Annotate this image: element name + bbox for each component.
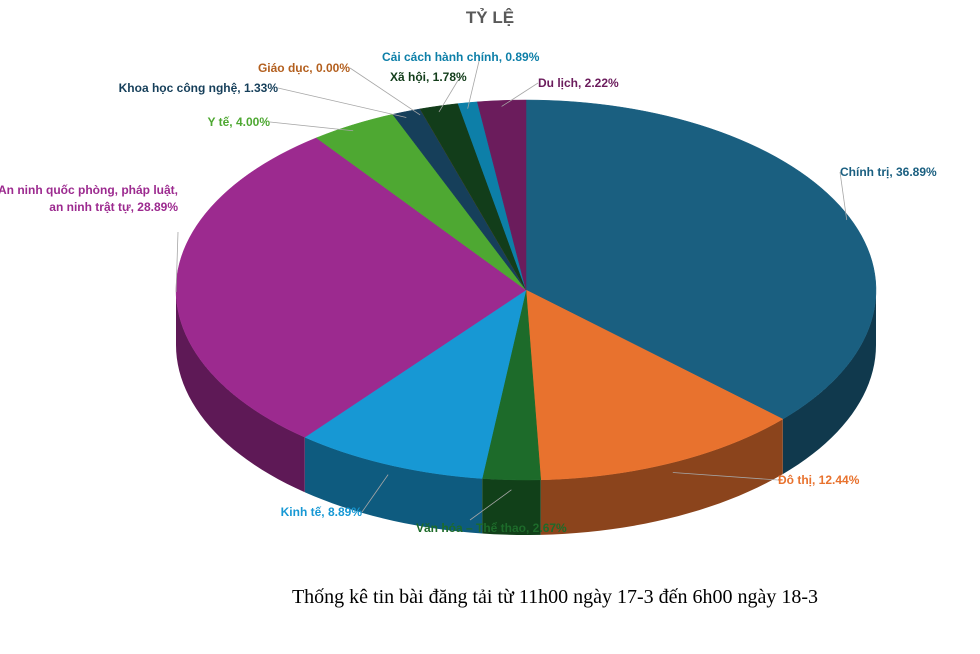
data-label: Cải cách hành chính, 0.89% bbox=[382, 50, 540, 64]
leader-line bbox=[349, 67, 421, 116]
data-label: Chính trị, 36.89% bbox=[840, 165, 937, 179]
data-label: Xã hội, 1.78% bbox=[390, 70, 467, 84]
slice bbox=[477, 99, 527, 291]
data-label: Đô thị, 12.44% bbox=[778, 473, 860, 487]
leader-line bbox=[501, 82, 539, 107]
leader-line bbox=[469, 489, 512, 521]
leader-line bbox=[839, 171, 848, 220]
slice bbox=[315, 114, 527, 291]
data-label: Du lịch, 2.22% bbox=[538, 76, 619, 90]
slice-side bbox=[782, 290, 876, 475]
chart-title: TỶ LỆ bbox=[465, 8, 515, 27]
data-label: Kinh tế, 8.89% bbox=[280, 505, 362, 519]
leader-line bbox=[361, 474, 389, 513]
data-label: Y tế, 4.00% bbox=[207, 115, 270, 129]
leader-line bbox=[467, 56, 481, 109]
leader-line bbox=[175, 231, 179, 293]
slice-side bbox=[540, 419, 783, 535]
slice bbox=[304, 289, 527, 479]
slice bbox=[481, 289, 541, 481]
caption: Thống kê tin bài đăng tải từ 11h00 ngày … bbox=[291, 586, 819, 608]
slice-side bbox=[304, 437, 483, 534]
data-label: Giáo dục, 0.00% bbox=[257, 61, 350, 75]
slice-side bbox=[482, 478, 541, 535]
slice bbox=[525, 99, 877, 420]
slice bbox=[525, 289, 784, 481]
slice-side bbox=[176, 290, 305, 493]
leader-line bbox=[269, 121, 354, 132]
leader-line bbox=[672, 472, 779, 481]
data-label: Khoa học công nghệ, 1.33% bbox=[118, 81, 278, 95]
data-label: Văn hóa – Thể thao, 2.67% bbox=[416, 521, 567, 535]
data-label: An ninh quốc phòng, pháp luật, an ninh t… bbox=[0, 183, 178, 214]
leader-line bbox=[277, 87, 407, 118]
leader-line bbox=[438, 76, 461, 113]
